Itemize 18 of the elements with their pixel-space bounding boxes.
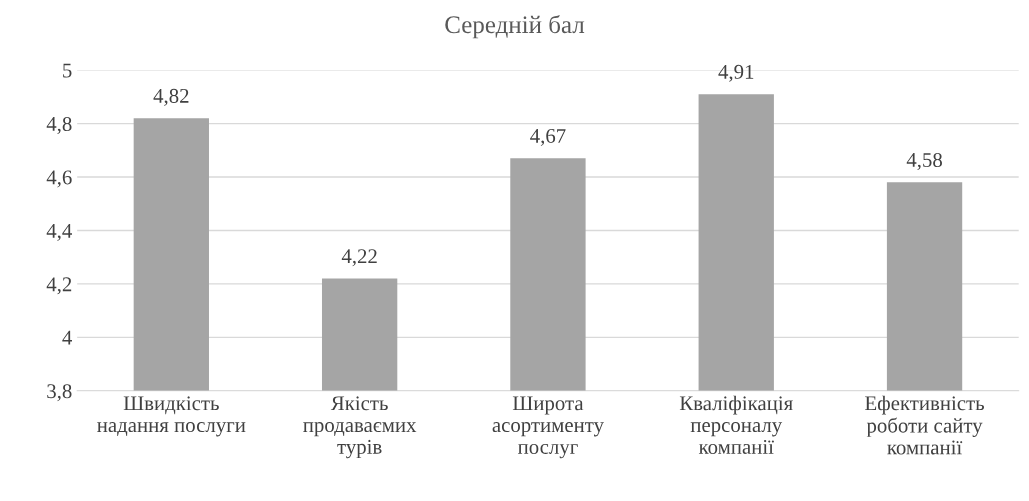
data-label: 4,58 — [906, 152, 942, 171]
data-label: 4,22 — [341, 249, 377, 267]
data-label: 4,82 — [153, 88, 189, 106]
y-tick-label: 4 — [62, 330, 72, 345]
x-tick-label: Якість продаваємих турів — [303, 396, 417, 459]
y-tick-label: 4,2 — [46, 277, 72, 295]
y-tick-label: 5 — [63, 63, 72, 78]
x-tick-label: Швидкість надання послуги — [97, 396, 246, 437]
x-tick-label: Кваліфікація персоналу компанії — [679, 395, 793, 454]
y-tick-label: 4,6 — [46, 170, 72, 188]
data-label: 4,67 — [530, 128, 566, 146]
y-tick-label: 4,8 — [46, 116, 72, 135]
data-label: 4,91 — [718, 64, 754, 82]
y-tick-label: 3,8 — [47, 384, 72, 402]
x-tick-label: Широта асортименту послуг — [492, 396, 604, 459]
y-tick-label: 4,4 — [46, 223, 72, 241]
chart-title: Середній бал — [445, 15, 585, 39]
x-tick-label: Ефективність роботи сайту компанії — [865, 395, 985, 455]
